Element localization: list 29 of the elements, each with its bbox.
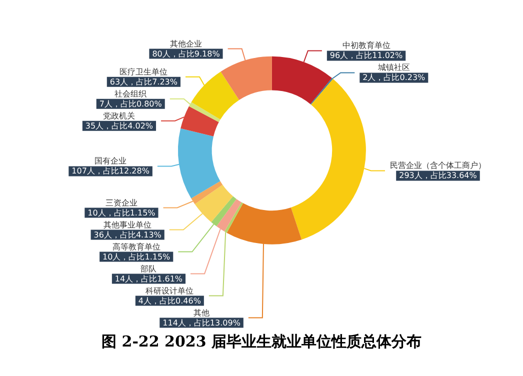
data-label: 293人，占比33.64% — [399, 171, 478, 180]
data-label: 14人，占比1.61% — [114, 274, 183, 284]
slice-label: 三资企业 — [105, 198, 138, 208]
data-label: 114人，占比13.09% — [162, 318, 241, 328]
slice-label: 中初教育单位 — [342, 41, 390, 50]
data-label: 7人，占比0.80% — [99, 99, 162, 108]
text: 图 2-22 2023 届毕业生就业单位性质总体分布 — [102, 332, 422, 350]
data-label: 96人，占比11.02% — [330, 51, 404, 60]
slice-label: 部队 — [140, 264, 157, 274]
data-label: 36人，占比4.13% — [94, 230, 162, 240]
slice-label: 其他事业单位 — [104, 220, 152, 230]
data-label: 4人，占比0.46% — [138, 296, 202, 306]
slice-label: 党政机关 — [103, 111, 136, 120]
data-label: 35人，占比4.02% — [85, 121, 154, 130]
slice-label: 科研设计单位 — [146, 286, 194, 296]
data-label: 107人，占比12.28% — [72, 166, 150, 176]
slice-label: 其他企业 — [170, 39, 202, 48]
data-label: 2人，占比0.23% — [362, 73, 426, 82]
data-label: 10人，占比1.15% — [88, 208, 156, 218]
slice-label: 民营企业（含个体工商户） — [390, 161, 486, 170]
data-label: 63人，占比7.23% — [110, 77, 178, 86]
data-label: 10人，占比1.15% — [102, 252, 171, 262]
slice-label: 其他 — [194, 308, 210, 318]
slice-label: 医疗卫生单位 — [120, 67, 168, 76]
data-label: 80人，占比9.18% — [152, 49, 220, 58]
slice-label: 城镇社区 — [376, 63, 410, 72]
slice-label: 社会组织 — [114, 89, 147, 98]
slice-label: 高等教育单位 — [112, 242, 160, 252]
slice-label: 国有企业 — [94, 156, 127, 166]
